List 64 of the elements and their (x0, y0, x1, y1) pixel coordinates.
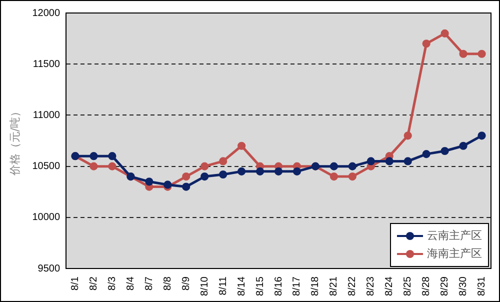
y-tick-label: 9500 (38, 263, 60, 274)
y-tick-label: 11500 (32, 58, 60, 70)
point (459, 50, 468, 58)
point (145, 178, 154, 186)
point (330, 162, 338, 170)
point (459, 142, 468, 150)
x-tick-label: 8/18 (310, 276, 322, 296)
x-tick-label: 8/31 (476, 276, 488, 296)
x-tick-label: 8/11 (218, 276, 229, 296)
y-tick-label: 10000 (32, 212, 60, 224)
point (274, 167, 283, 176)
x-tick-label: 8/8 (162, 276, 174, 290)
x-tick-label: 8/4 (125, 276, 136, 290)
x-tick-label: 8/1 (70, 276, 81, 290)
point (90, 152, 98, 160)
x-tick-label: 8/3 (106, 276, 118, 290)
legend-label: 海南主产区 (427, 246, 482, 262)
point (256, 167, 264, 176)
x-tick-label: 8/17 (292, 276, 303, 296)
x-tick-label: 8/9 (180, 276, 192, 290)
point (219, 170, 228, 179)
point (330, 172, 338, 181)
x-tick-label: 8/30 (458, 276, 470, 296)
point (108, 162, 116, 170)
point (404, 157, 412, 166)
point (422, 40, 430, 48)
x-tick-label: 8/28 (421, 276, 432, 296)
legend-label: 云南主产区 (427, 228, 482, 244)
point (238, 142, 246, 150)
x-tick-label: 8/7 (144, 276, 155, 290)
point (478, 132, 486, 140)
x-tick-label: 8/10 (199, 276, 210, 296)
x-tick-label: 8/14 (236, 276, 248, 296)
point (348, 172, 356, 181)
y-axis-title: 价格（元/吨） (8, 106, 22, 177)
x-tick-label: 8/22 (347, 276, 358, 296)
x-tick-label: 8/15 (254, 276, 266, 296)
x-tick-label: 8/21 (328, 276, 340, 296)
x-tick-label: 8/2 (88, 276, 100, 290)
point (182, 182, 190, 191)
y-tick-label: 10500 (32, 161, 60, 172)
x-tick-label: 8/25 (402, 276, 414, 296)
point (200, 172, 209, 181)
y-tick-label: 11000 (32, 110, 60, 121)
point (182, 172, 190, 181)
point (366, 157, 375, 166)
x-tick-label: 8/23 (366, 276, 377, 296)
point (90, 162, 98, 170)
point (440, 29, 449, 38)
point (292, 167, 302, 176)
point (348, 162, 356, 170)
x-tick-label: 8/16 (273, 276, 284, 296)
point (440, 146, 449, 156)
point (238, 167, 246, 176)
y-tick-label: 12000 (32, 8, 60, 19)
x-tick-label: 8/29 (440, 276, 451, 296)
point (200, 162, 209, 170)
point (404, 132, 412, 140)
point (108, 152, 116, 160)
point (385, 157, 394, 166)
point (422, 150, 430, 158)
point (478, 50, 486, 58)
x-tick-label: 8/24 (384, 276, 396, 296)
point (219, 157, 228, 166)
